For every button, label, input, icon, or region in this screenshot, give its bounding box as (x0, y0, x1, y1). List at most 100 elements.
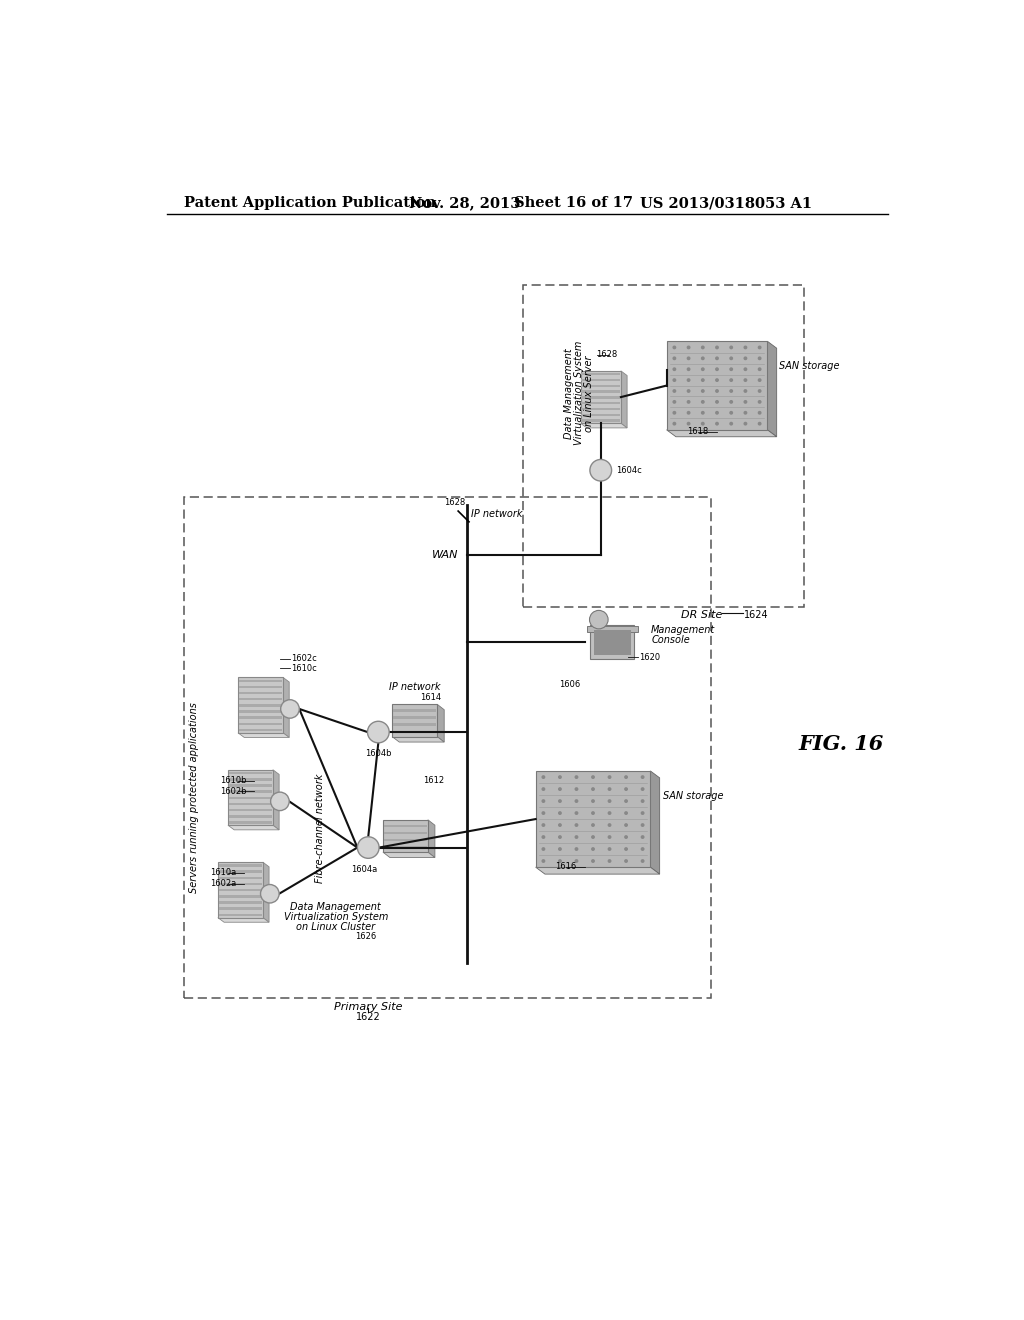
FancyBboxPatch shape (228, 770, 273, 825)
Text: 1622: 1622 (356, 1012, 381, 1022)
Circle shape (591, 787, 595, 791)
Circle shape (700, 367, 705, 371)
Circle shape (607, 799, 611, 803)
Text: 1602b: 1602b (220, 787, 247, 796)
Text: Data Management: Data Management (291, 902, 381, 912)
Circle shape (687, 367, 690, 371)
FancyBboxPatch shape (582, 403, 621, 404)
Circle shape (715, 422, 719, 425)
Circle shape (574, 836, 579, 840)
FancyBboxPatch shape (581, 371, 621, 424)
FancyBboxPatch shape (239, 680, 283, 682)
Circle shape (715, 400, 719, 404)
Circle shape (673, 367, 676, 371)
Circle shape (673, 356, 676, 360)
Polygon shape (650, 771, 659, 874)
Text: Fibre-channel network: Fibre-channel network (315, 774, 326, 883)
FancyBboxPatch shape (384, 825, 427, 828)
Circle shape (729, 356, 733, 360)
Circle shape (758, 400, 762, 404)
Circle shape (625, 799, 628, 803)
Circle shape (574, 859, 579, 863)
FancyBboxPatch shape (228, 784, 272, 787)
Polygon shape (536, 867, 659, 874)
Text: 1616: 1616 (555, 862, 577, 871)
FancyBboxPatch shape (239, 722, 283, 725)
Circle shape (590, 459, 611, 480)
Circle shape (729, 389, 733, 393)
Circle shape (591, 799, 595, 803)
Text: Patent Application Publication: Patent Application Publication (183, 197, 436, 210)
Text: FIG. 16: FIG. 16 (799, 734, 884, 754)
Circle shape (687, 422, 690, 425)
Circle shape (641, 847, 644, 851)
FancyBboxPatch shape (582, 379, 621, 381)
FancyBboxPatch shape (587, 626, 638, 632)
Polygon shape (392, 737, 444, 742)
Text: on Linux Cluster: on Linux Cluster (296, 921, 375, 932)
Circle shape (574, 787, 579, 791)
Circle shape (542, 836, 546, 840)
Polygon shape (621, 371, 627, 428)
Circle shape (625, 787, 628, 791)
Circle shape (673, 411, 676, 414)
Text: WAN: WAN (432, 550, 458, 560)
Text: 1624: 1624 (744, 610, 769, 620)
Circle shape (574, 810, 579, 814)
Text: 1628: 1628 (596, 350, 617, 359)
Circle shape (641, 824, 644, 826)
Circle shape (729, 400, 733, 404)
Text: 1602a: 1602a (210, 879, 237, 888)
Text: SAN storage: SAN storage (779, 362, 840, 371)
Circle shape (715, 389, 719, 393)
Circle shape (607, 847, 611, 851)
Circle shape (558, 824, 562, 826)
FancyBboxPatch shape (590, 626, 635, 659)
Circle shape (591, 859, 595, 863)
Circle shape (641, 859, 644, 863)
Polygon shape (437, 705, 444, 742)
Circle shape (368, 721, 389, 743)
Circle shape (270, 792, 289, 810)
Circle shape (687, 346, 690, 350)
Circle shape (715, 379, 719, 381)
Circle shape (542, 775, 546, 779)
FancyBboxPatch shape (228, 772, 272, 775)
Circle shape (673, 346, 676, 350)
Circle shape (607, 775, 611, 779)
Circle shape (542, 787, 546, 791)
Circle shape (590, 610, 608, 628)
Circle shape (558, 799, 562, 803)
Text: US 2013/0318053 A1: US 2013/0318053 A1 (640, 197, 812, 210)
Text: Nov. 28, 2013: Nov. 28, 2013 (409, 197, 520, 210)
Circle shape (758, 422, 762, 425)
Circle shape (558, 775, 562, 779)
Text: 1606: 1606 (559, 680, 581, 689)
Circle shape (758, 379, 762, 381)
Circle shape (574, 775, 579, 779)
Circle shape (687, 379, 690, 381)
Text: Console: Console (651, 635, 690, 645)
FancyBboxPatch shape (239, 685, 283, 688)
Circle shape (758, 411, 762, 414)
Text: 1618: 1618 (687, 428, 709, 436)
Polygon shape (228, 825, 280, 830)
Circle shape (673, 389, 676, 393)
Circle shape (542, 799, 546, 803)
FancyBboxPatch shape (239, 704, 283, 706)
Text: Servers running protected applications: Servers running protected applications (188, 702, 199, 892)
FancyBboxPatch shape (228, 809, 272, 812)
Polygon shape (428, 820, 435, 858)
Circle shape (607, 824, 611, 826)
Polygon shape (283, 677, 289, 738)
Polygon shape (383, 853, 435, 858)
Circle shape (641, 810, 644, 814)
Circle shape (729, 411, 733, 414)
Text: IP network: IP network (471, 510, 523, 519)
Circle shape (607, 787, 611, 791)
Circle shape (687, 389, 690, 393)
Text: 1604c: 1604c (616, 466, 642, 475)
Circle shape (574, 799, 579, 803)
FancyBboxPatch shape (228, 814, 272, 817)
Text: Sheet 16 of 17: Sheet 16 of 17 (514, 197, 633, 210)
